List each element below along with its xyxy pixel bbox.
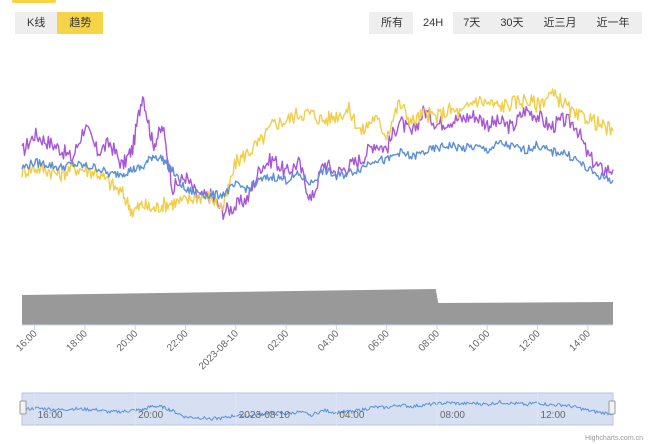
highcharts-credit[interactable]: Highcharts.com.cn [585, 435, 643, 442]
volume-area [22, 289, 613, 325]
range-all-button[interactable]: 所有 [381, 17, 403, 29]
series-lines [21, 88, 614, 220]
x-tick-label: 04:00 [316, 328, 342, 354]
x-tick-label: 20:00 [115, 328, 141, 354]
top-accent-strip [12, 0, 56, 3]
navigator-tick-label: 2023-08-10 [239, 410, 291, 421]
tab-kline[interactable]: K线 [15, 12, 58, 34]
range-3m-button[interactable]: 近三月 [543, 17, 577, 29]
range-30d-button[interactable]: 30天 [500, 17, 524, 29]
range-1y-button[interactable]: 近一年 [596, 17, 630, 29]
navigator-tick-label: 08:00 [440, 410, 465, 421]
range-selector: 所有 24H 7天 30天 近三月 近一年 [369, 12, 642, 34]
x-tick-label: 06:00 [366, 328, 392, 354]
navigator-tick-label: 16:00 [38, 410, 63, 421]
x-tick-label: 18:00 [65, 328, 91, 354]
navigator[interactable]: 16:00 20:00 2023-08-10 04:00 08:00 12:00 [19, 392, 616, 426]
x-tick-label: 22:00 [165, 328, 191, 354]
navigator-series-line [21, 399, 614, 421]
navigator-mask [21, 392, 614, 426]
chart-type-tabs: K线 趋势 [15, 12, 104, 34]
volume-bars [22, 289, 613, 325]
x-axis-ticks: 16:00 18:00 20:00 22:00 2023-08-10 02:00 04:00… [14, 325, 593, 372]
range-7d-button[interactable]: 7天 [463, 17, 481, 29]
tab-trend[interactable]: 趋势 [57, 12, 104, 34]
x-tick-label: 14:00 [567, 328, 593, 354]
range-24h-button[interactable]: 24H [413, 12, 454, 34]
x-tick-label: 08:00 [417, 328, 443, 354]
series-blue-line [21, 140, 614, 200]
navigator-handle-right[interactable] [608, 400, 616, 415]
x-tick-label: 02:00 [266, 328, 292, 354]
navigator-tick-label: 04:00 [339, 410, 364, 421]
navigator-tick-label: 20:00 [138, 410, 163, 421]
x-tick-label: 16:00 [14, 328, 40, 354]
x-tick-label: 10:00 [467, 328, 493, 354]
series-purple-line [21, 96, 614, 220]
series-yellow-line [21, 88, 614, 218]
navigator-handle-left[interactable] [19, 400, 27, 415]
navigator-tick-label: 12:00 [541, 410, 566, 421]
x-tick-label: 12:00 [517, 328, 543, 354]
x-tick-label: 2023-08-10 [197, 328, 241, 372]
